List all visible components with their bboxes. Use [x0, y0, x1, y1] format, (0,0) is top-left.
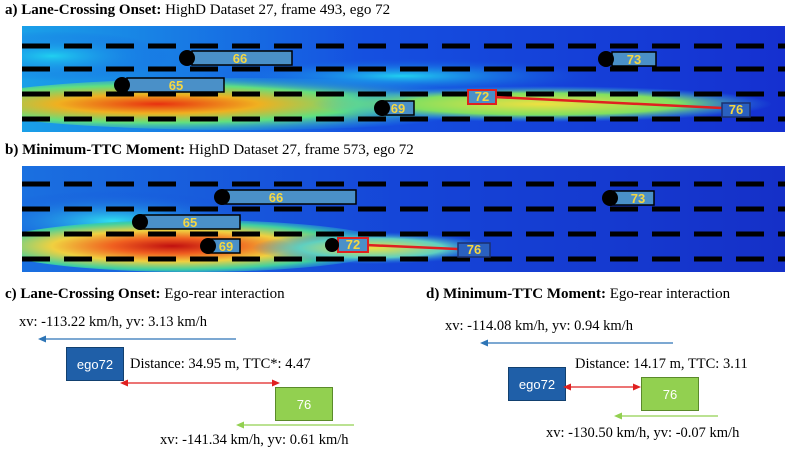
panel-d-rear-box: 76: [641, 377, 699, 411]
vehicle-73-a: 73: [598, 51, 657, 67]
svg-text:72: 72: [475, 89, 489, 104]
panel-a-caption: a) Lane-Crossing Onset: HighD Dataset 27…: [5, 2, 390, 19]
panel-c-ego-velocity: xv: -113.22 km/h, yv: 3.13 km/h: [19, 314, 207, 330]
svg-text:73: 73: [627, 52, 641, 67]
panel-c-rear-box: 76: [275, 387, 333, 421]
panel-a-subtitle: HighD Dataset 27, frame 493, ego 72: [161, 2, 391, 18]
panel-d-distance: Distance: 14.17 m, TTC: 3.11: [575, 356, 748, 372]
panel-d-rear-velocity: xv: -130.50 km/h, yv: -0.07 km/h: [546, 425, 740, 441]
panel-c-ego-velocity-arrow: [38, 335, 236, 343]
panel-d-title: d) Minimum-TTC Moment:: [426, 286, 606, 302]
heatmap-b-svg: 66 73 65 69 72 76: [22, 166, 785, 272]
vehicle-69-b: 69: [200, 238, 241, 254]
panel-c-distance: Distance: 34.95 m, TTC*: 4.47: [130, 356, 311, 372]
vehicle-73-b: 73: [602, 190, 655, 206]
svg-text:69: 69: [219, 239, 233, 254]
vehicle-65-a: 65: [114, 77, 225, 93]
panel-d-caption: d) Minimum-TTC Moment: Ego-rear interact…: [426, 286, 730, 303]
vehicle-65-b: 65: [132, 214, 241, 230]
svg-text:65: 65: [169, 78, 183, 93]
svg-text:65: 65: [183, 215, 197, 230]
panel-b-title: b) Minimum-TTC Moment:: [5, 142, 185, 158]
panel-a-title: a) Lane-Crossing Onset:: [5, 2, 162, 18]
svg-text:76: 76: [729, 102, 743, 117]
vehicle-66-b: 66: [214, 189, 357, 205]
panel-c-rear-velocity-arrow: [236, 421, 354, 429]
panel-d-ego-box: ego72: [508, 367, 566, 401]
panel-c-title: c) Lane-Crossing Onset:: [5, 286, 161, 302]
svg-text:76: 76: [467, 242, 481, 257]
vehicle-69-a: 69: [374, 100, 415, 116]
panel-b-subtitle: HighD Dataset 27, frame 573, ego 72: [185, 142, 414, 158]
vehicle-76-b: 76: [457, 242, 491, 258]
panel-d-subtitle: Ego-rear interaction: [606, 286, 731, 302]
vehicle-72-a: 72: [467, 89, 497, 105]
svg-text:66: 66: [269, 190, 283, 205]
heatmap-a-svg: 66 73 65 69 72 76: [22, 26, 785, 132]
ego-rear-link-a: [493, 95, 723, 110]
svg-text:72: 72: [346, 237, 360, 252]
vehicle-66-a: 66: [179, 50, 293, 66]
heatmap-panel-b: 66 73 65 69 72 76: [22, 166, 785, 272]
panel-d-ego-velocity-arrow: [480, 339, 673, 347]
panel-d-ego-velocity: xv: -114.08 km/h, yv: 0.94 km/h: [445, 318, 633, 334]
heatmap-panel-a: 66 73 65 69 72 76: [22, 26, 785, 132]
lane-markings-a: [22, 43, 785, 122]
panel-c-subtitle: Ego-rear interaction: [160, 286, 285, 302]
panel-d-distance-arrow: [563, 383, 641, 391]
panel-d-rear-velocity-arrow: [614, 412, 718, 420]
ego-rear-link-b: [365, 243, 459, 251]
panel-c-distance-arrow: [120, 379, 280, 387]
svg-text:73: 73: [631, 191, 645, 206]
svg-text:69: 69: [391, 101, 405, 116]
panel-c-rear-velocity: xv: -141.34 km/h, yv: 0.61 km/h: [160, 432, 349, 448]
vehicle-76-a: 76: [721, 102, 751, 118]
panel-c-ego-box: ego72: [66, 347, 124, 381]
panel-b-caption: b) Minimum-TTC Moment: HighD Dataset 27,…: [5, 142, 414, 159]
lane-markings-b: [22, 181, 785, 262]
svg-text:66: 66: [233, 51, 247, 66]
panel-c-caption: c) Lane-Crossing Onset: Ego-rear interac…: [5, 286, 285, 303]
vehicle-72-b: 72: [325, 237, 369, 253]
